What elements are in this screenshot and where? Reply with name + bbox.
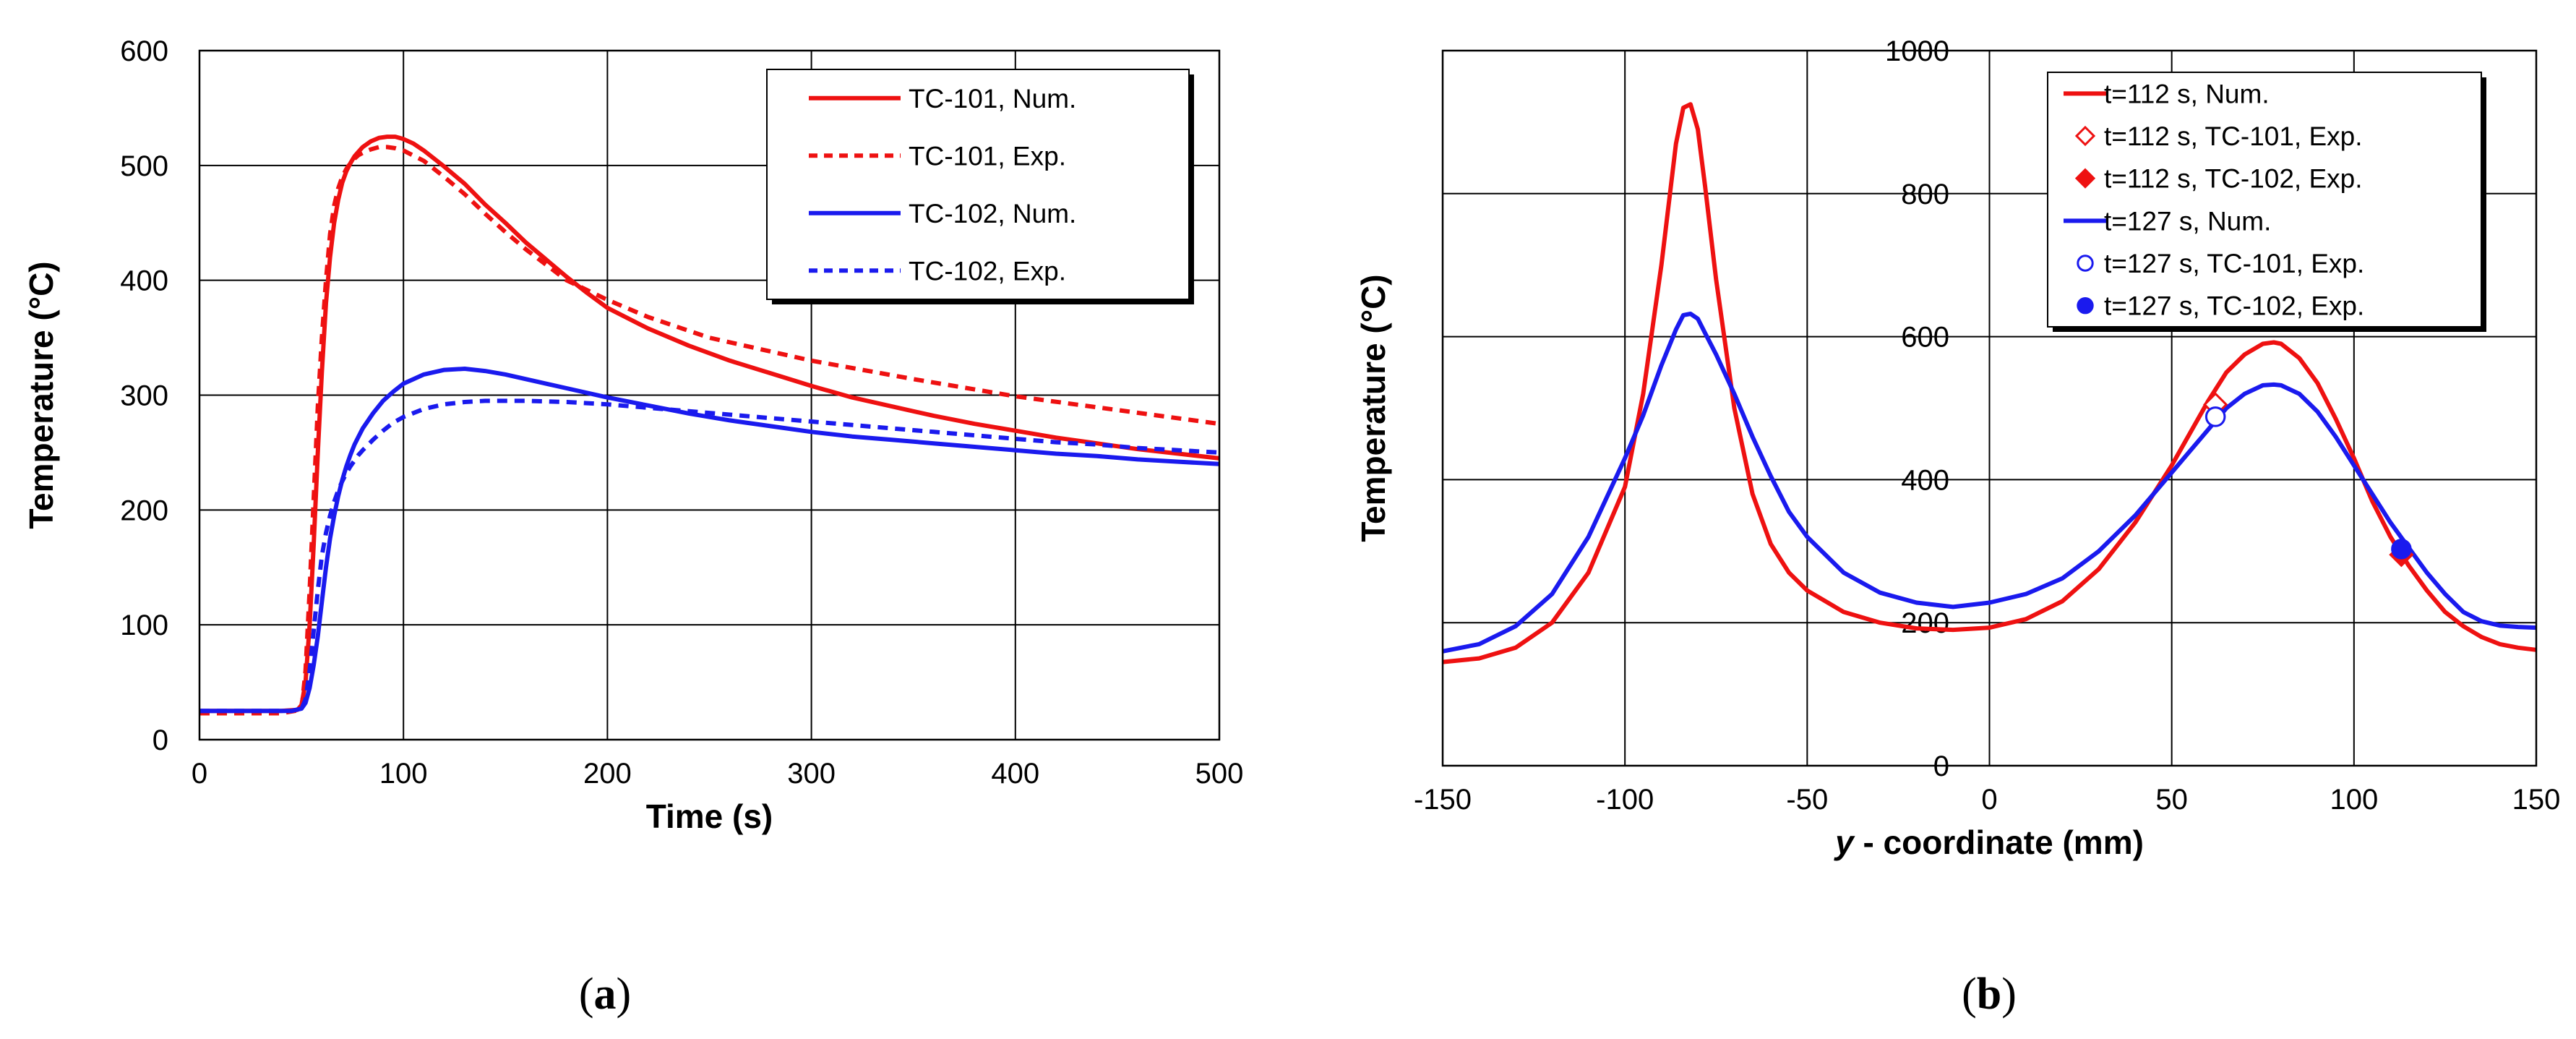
x-tick-label: 100 — [2330, 784, 2378, 816]
x-tick-label: 50 — [2155, 784, 2188, 816]
panel-b-x-axis-title-italic: y — [1834, 824, 1855, 861]
y-tick-label: 300 — [120, 380, 168, 412]
legend-box — [2047, 72, 2482, 328]
legend-label-t-112-s-tc-102-exp: t=112 s, TC-102, Exp. — [2104, 164, 2363, 194]
panel-b-series — [1442, 102, 2537, 664]
legend-symbol-t-112-s-tc-102-exp — [2074, 168, 2096, 189]
y-tick-label: 600 — [120, 35, 168, 67]
x-tick-label: -150 — [1414, 784, 1472, 816]
data-point-t-127-s-tc-101-exp — [2204, 406, 2226, 427]
panel-a-y-tick-labels: 0 100 200 300 400 500 600 — [120, 35, 168, 756]
caption-a: (a) — [579, 970, 631, 1019]
panel-a-plot-frame — [198, 49, 1221, 741]
legend-symbol-t-127-s-tc-101-exp — [2077, 255, 2094, 272]
panel-b-y-axis-title: Temperature (°C) — [1354, 274, 1392, 542]
panel-a-series — [199, 134, 1220, 716]
x-tick-label: -100 — [1596, 784, 1654, 816]
y-tick-label: 800 — [1901, 179, 1949, 210]
panel-b-x-tick-labels: -150 -100 -50 0 50 100 150 — [1414, 784, 2560, 816]
legend-label-t-127-s-num: t=127 s, Num. — [2104, 206, 2271, 236]
caption-b: (b) — [1962, 970, 2017, 1019]
panel-b-plot-frame — [1441, 49, 2538, 767]
panel-a-x-tick-labels: 0 100 200 300 400 500 — [192, 758, 1244, 790]
x-tick-label: 200 — [583, 758, 632, 790]
panel-b-legend: t=112 s, Num. t=112 s, TC-101, Exp. t=112 … — [2047, 72, 2486, 332]
legend-box — [766, 69, 1190, 300]
legend-label-t-112-s-tc-101-exp: t=112 s, TC-101, Exp. — [2104, 121, 2363, 151]
panel-a-legend: TC-101, Num. TC-101, Exp. TC-102, Num. TC-1… — [766, 69, 1194, 304]
legend-symbol-t-112-s-tc-101-exp — [2074, 125, 2096, 147]
legend-label-t-127-s-tc-101-exp: t=127 s, TC-101, Exp. — [2104, 249, 2364, 278]
y-tick-label: 400 — [1901, 464, 1949, 496]
series-line-t-112-s-num — [1442, 102, 2537, 664]
panel-a-x-axis-title: Time (s) — [646, 798, 773, 835]
y-tick-label: 600 — [1901, 322, 1949, 354]
y-tick-label: 0 — [153, 724, 168, 756]
x-tick-label: 0 — [192, 758, 207, 790]
x-tick-label: -50 — [1786, 784, 1828, 816]
data-point-t-127-s-tc-102-exp — [2391, 539, 2412, 560]
x-tick-label: 0 — [1981, 784, 1997, 816]
x-tick-label: 400 — [991, 758, 1039, 790]
x-tick-label: 500 — [1195, 758, 1244, 790]
y-tick-label: 400 — [120, 265, 168, 297]
legend-symbol-t-127-s-tc-102-exp — [2077, 296, 2094, 315]
legend-label-tc-101-num: TC-101, Num. — [909, 84, 1076, 114]
x-tick-label: 100 — [379, 758, 428, 790]
y-tick-label: 100 — [120, 610, 168, 641]
y-tick-label: 200 — [120, 495, 168, 526]
panel-b-x-axis-title: y - coordinate (mm) — [1834, 824, 2144, 861]
panel-b-x-axis-title-rest: - coordinate (mm) — [1854, 824, 2144, 861]
y-tick-label: 200 — [1901, 607, 1949, 639]
panel-a-y-axis-title: Temperature (°C) — [22, 261, 60, 529]
legend-label-t-127-s-tc-102-exp: t=127 s, TC-102, Exp. — [2104, 291, 2364, 321]
legend-label-tc-102-exp: TC-102, Exp. — [909, 256, 1066, 286]
x-tick-label: 150 — [2512, 784, 2561, 816]
x-tick-label: 300 — [787, 758, 836, 790]
series-line-t-127-s-num — [1442, 312, 2537, 654]
legend-label-t-112-s-num: t=112 s, Num. — [2104, 79, 2270, 108]
legend-label-tc-101-exp: TC-101, Exp. — [909, 141, 1066, 171]
series-line-tc-102-num — [199, 367, 1220, 714]
series-line-tc-102-exp — [199, 398, 1220, 714]
legend-label-tc-102-num: TC-102, Num. — [909, 199, 1076, 228]
panel-a-chart: 0 100 200 300 400 500 600 0 100 200 300 400 500 Tem… — [22, 35, 1243, 835]
y-tick-label: 500 — [120, 150, 168, 182]
series-line-tc-101-exp — [199, 145, 1220, 716]
